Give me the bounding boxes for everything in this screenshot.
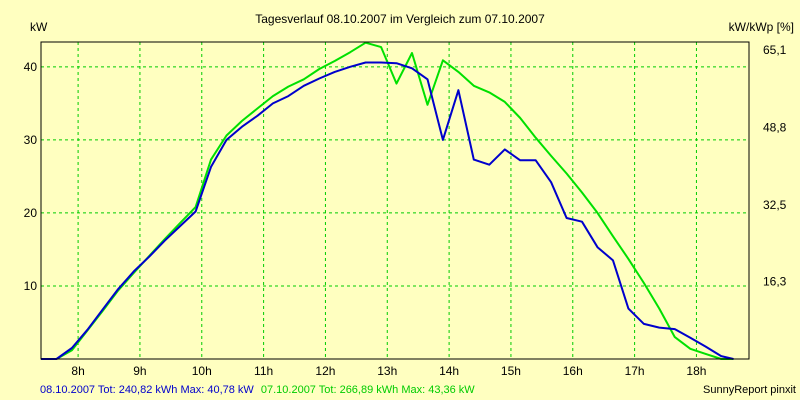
series-layer xyxy=(41,41,734,360)
y-axis-left-label: kW xyxy=(30,20,48,34)
y-tick-label-left: 10 xyxy=(24,279,38,293)
ticks-layer: 8h 9h 10h 11h 12h 13h 14h 15h 16h 17h 18h 10 20 30 40 1… xyxy=(24,43,787,378)
x-tick-label: 9h xyxy=(133,364,146,378)
series-line-08-10-2007 xyxy=(41,61,734,360)
x-tick-label: 10h xyxy=(192,364,212,378)
footer-series-blue: 08.10.2007 Tot: 240,82 kWh Max: 40,78 kW xyxy=(40,384,254,396)
x-tick-label: 18h xyxy=(686,364,706,378)
footer-credit: SunnyReport pinxit xyxy=(703,384,796,396)
x-tick-label: 14h xyxy=(439,364,459,378)
y-tick-label-right: 32,5 xyxy=(763,198,787,212)
x-tick-label: 17h xyxy=(625,364,645,378)
y-tick-label-left: 20 xyxy=(24,206,38,220)
x-tick-label: 12h xyxy=(315,364,335,378)
y-axis-right-label: kW/kWp [%] xyxy=(729,20,794,34)
x-tick-label: 16h xyxy=(563,364,583,378)
grid-layer xyxy=(41,42,749,359)
footer-series-green: 07.10.2007 Tot: 266,89 kWh Max: 43,36 kW xyxy=(261,384,475,396)
y-tick-label-right: 16,3 xyxy=(763,275,787,289)
plot-frame xyxy=(40,41,750,360)
y-tick-label-left: 30 xyxy=(24,133,38,147)
y-tick-label-left: 40 xyxy=(24,60,38,74)
y-tick-label-right: 48,8 xyxy=(763,120,787,134)
y-tick-label-right: 65,1 xyxy=(763,43,787,57)
chart-title: Tagesverlauf 08.10.2007 im Vergleich zum… xyxy=(255,12,545,26)
x-tick-label: 11h xyxy=(254,364,273,378)
x-tick-label: 15h xyxy=(501,364,521,378)
x-tick-label: 8h xyxy=(71,364,84,378)
x-tick-label: 13h xyxy=(377,364,397,378)
footer-legend: 08.10.2007 Tot: 240,82 kWh Max: 40,78 kW… xyxy=(40,384,475,396)
